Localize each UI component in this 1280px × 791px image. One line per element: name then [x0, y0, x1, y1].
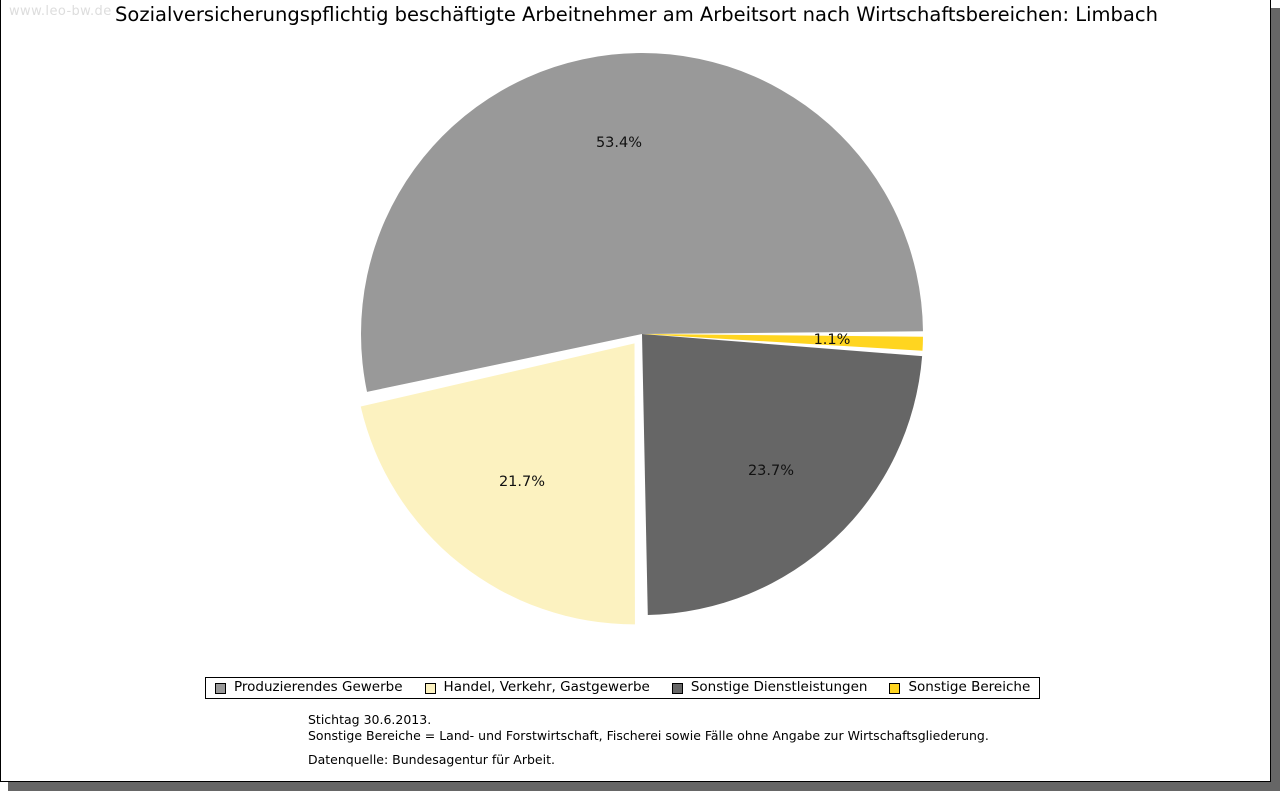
- legend-entry: Sonstige Bereiche: [889, 681, 1030, 695]
- legend-label: Sonstige Bereiche: [908, 679, 1031, 696]
- pie-slice: [642, 334, 923, 351]
- site-watermark: www.leo-bw.de: [9, 4, 112, 19]
- page-title: Sozialversicherungspflichtig beschäftigt…: [115, 3, 1158, 26]
- footnote-line-1: Stichtag 30.6.2013.: [308, 712, 432, 727]
- pie-slice-label: 1.1%: [813, 332, 851, 348]
- legend-label: Sonstige Dienstleistungen: [690, 679, 868, 696]
- pie-chart: 1.1% 23.7% 21.7% 53.4%: [1, 0, 1270, 700]
- chart-footnotes: Stichtag 30.6.2013. Sonstige Bereiche = …: [308, 712, 989, 768]
- legend-label: Handel, Verkehr, Gastgewerbe: [443, 679, 650, 696]
- legend-swatch-icon: [889, 682, 901, 694]
- legend-label: Produzierendes Gewerbe: [234, 679, 403, 696]
- legend-entry: Sonstige Dienstleistungen: [671, 679, 868, 696]
- pie-slice: [360, 343, 635, 625]
- footnote-line-2: Sonstige Bereiche = Land- und Forstwirts…: [308, 727, 989, 743]
- pie-svg: [360, 53, 923, 625]
- legend-swatch-icon: [424, 682, 436, 694]
- pie-slice-label: 53.4%: [595, 135, 643, 151]
- pie-slice: [361, 53, 923, 392]
- pie-slice-label: 21.7%: [498, 474, 546, 490]
- legend-entry: Handel, Verkehr, Gastgewerbe: [424, 679, 650, 696]
- legend-entry: Produzierendes Gewerbe: [215, 681, 403, 695]
- chart-legend: Produzierendes Gewerbe Handel, Verkehr, G…: [205, 677, 1041, 699]
- footnote-line-3: Datenquelle: Bundesagentur für Arbeit.: [308, 752, 555, 767]
- pie-slice: [642, 334, 923, 615]
- legend-swatch-icon: [215, 682, 226, 694]
- footnote-spacer: [308, 743, 989, 752]
- legend-swatch-icon: [671, 682, 683, 694]
- pie-slice-label: 23.7%: [747, 463, 795, 479]
